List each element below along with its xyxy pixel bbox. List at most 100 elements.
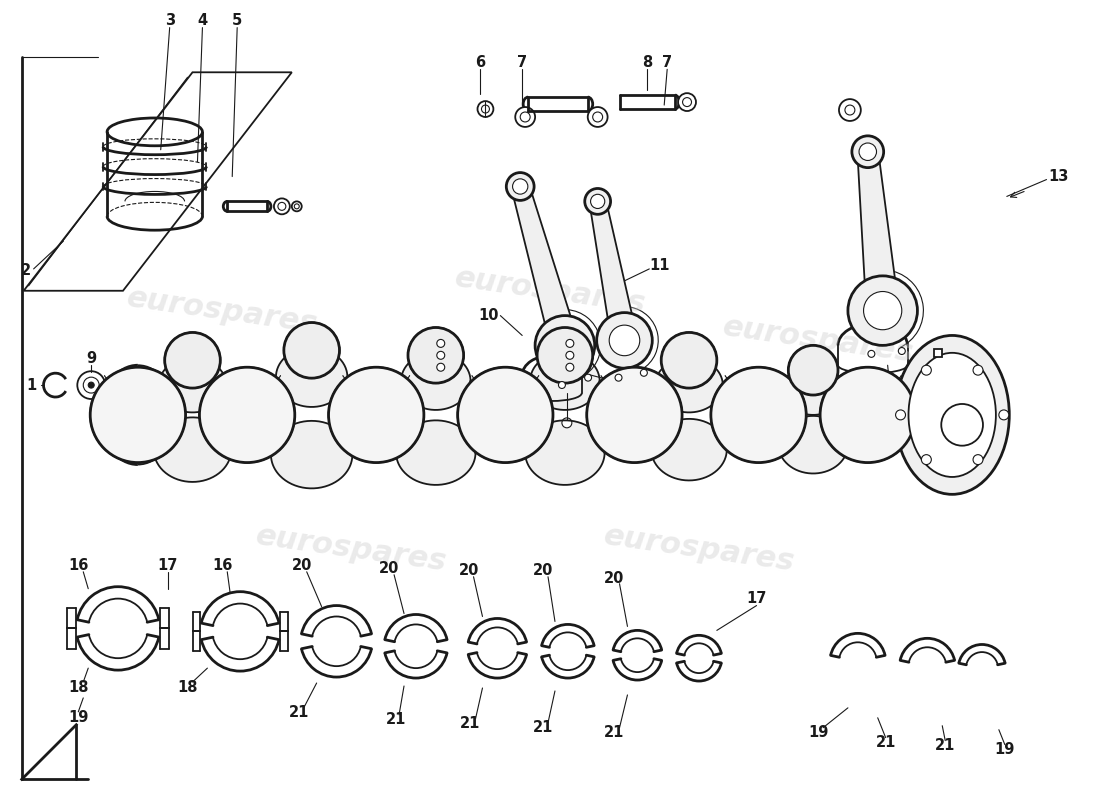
Text: 21: 21 [386, 712, 406, 727]
Circle shape [274, 198, 289, 214]
Circle shape [535, 315, 595, 375]
Circle shape [537, 327, 593, 383]
Circle shape [999, 410, 1009, 420]
Text: 20: 20 [292, 558, 312, 574]
Text: eurospares: eurospares [602, 521, 796, 577]
Circle shape [565, 363, 574, 371]
Circle shape [859, 143, 877, 161]
Circle shape [585, 189, 611, 214]
Text: eurospares: eurospares [124, 283, 320, 338]
Circle shape [586, 367, 682, 462]
Polygon shape [656, 358, 723, 413]
Polygon shape [158, 358, 227, 413]
Circle shape [199, 367, 295, 462]
Circle shape [821, 367, 915, 462]
Circle shape [593, 112, 603, 122]
Circle shape [549, 329, 581, 362]
Text: 20: 20 [532, 563, 553, 578]
Circle shape [974, 454, 983, 465]
Circle shape [559, 382, 565, 389]
Circle shape [295, 204, 299, 209]
Text: 9: 9 [86, 350, 97, 366]
Circle shape [591, 194, 605, 209]
Circle shape [615, 374, 622, 381]
Circle shape [848, 276, 917, 346]
Text: 21: 21 [935, 738, 956, 753]
Circle shape [895, 410, 905, 420]
Circle shape [77, 371, 106, 399]
Text: 15: 15 [957, 353, 977, 368]
Circle shape [515, 107, 535, 127]
Text: 20: 20 [604, 571, 625, 586]
Text: 19: 19 [68, 710, 88, 726]
Circle shape [864, 291, 902, 330]
Circle shape [84, 377, 99, 393]
Ellipse shape [909, 353, 996, 477]
Polygon shape [512, 184, 579, 350]
Circle shape [408, 327, 463, 383]
Polygon shape [651, 419, 727, 481]
Circle shape [513, 179, 528, 194]
Ellipse shape [482, 105, 490, 113]
Text: 8: 8 [642, 55, 652, 70]
Text: 17: 17 [157, 558, 178, 574]
Text: 16: 16 [212, 558, 232, 574]
Ellipse shape [477, 101, 494, 117]
Polygon shape [402, 352, 471, 410]
Text: 18: 18 [177, 681, 198, 695]
Circle shape [974, 366, 983, 375]
Circle shape [562, 418, 572, 428]
Text: 13: 13 [1048, 169, 1068, 184]
Polygon shape [525, 420, 605, 485]
Circle shape [922, 454, 932, 465]
Circle shape [329, 367, 424, 462]
Circle shape [587, 107, 607, 127]
Text: 3: 3 [165, 13, 175, 28]
Circle shape [711, 367, 806, 462]
Circle shape [851, 136, 883, 168]
Ellipse shape [942, 404, 983, 446]
Circle shape [661, 333, 717, 388]
Text: 19: 19 [994, 742, 1015, 757]
Circle shape [165, 333, 220, 388]
Circle shape [565, 351, 574, 359]
Text: eurospares: eurospares [254, 521, 449, 577]
Circle shape [437, 363, 444, 371]
Text: 2: 2 [21, 263, 31, 278]
Circle shape [88, 382, 95, 388]
Text: 7: 7 [517, 55, 527, 70]
Text: 16: 16 [68, 558, 88, 574]
Circle shape [408, 327, 463, 383]
Circle shape [565, 339, 574, 347]
Circle shape [922, 366, 932, 375]
Polygon shape [782, 366, 844, 415]
Circle shape [661, 333, 717, 388]
Polygon shape [857, 150, 899, 312]
Circle shape [292, 202, 301, 211]
Ellipse shape [895, 335, 1010, 494]
Circle shape [845, 105, 855, 115]
Text: 7: 7 [662, 55, 672, 70]
Circle shape [437, 339, 444, 347]
Circle shape [520, 112, 530, 122]
Circle shape [458, 367, 553, 462]
Circle shape [609, 325, 640, 356]
Circle shape [789, 346, 838, 395]
Polygon shape [779, 416, 848, 474]
Text: 19: 19 [807, 725, 828, 740]
Circle shape [584, 374, 592, 381]
Circle shape [596, 313, 652, 368]
Text: 1: 1 [26, 378, 36, 393]
Circle shape [90, 367, 186, 462]
Text: 11: 11 [649, 258, 670, 274]
Text: 18: 18 [68, 681, 88, 695]
Text: 12: 12 [629, 381, 650, 395]
Text: 20: 20 [459, 563, 478, 578]
Circle shape [711, 367, 806, 462]
Circle shape [789, 346, 838, 395]
Circle shape [537, 327, 593, 383]
Text: eurospares: eurospares [452, 263, 648, 318]
Polygon shape [530, 352, 600, 410]
Circle shape [586, 367, 682, 462]
Circle shape [839, 99, 861, 121]
